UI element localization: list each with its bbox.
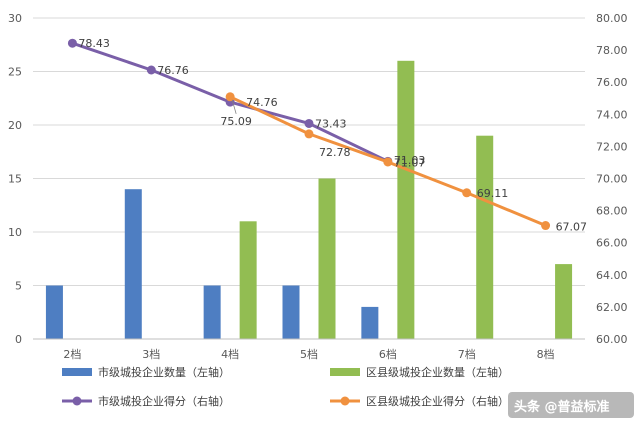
point-county-score xyxy=(462,188,472,198)
x-tick-label: 6档 xyxy=(379,347,397,361)
data-label-city-score: 74.76 xyxy=(246,96,278,109)
legend-label: 区县级城投企业得分（右轴） xyxy=(366,394,509,408)
left-tick-label: 30 xyxy=(8,12,22,25)
legend-marker xyxy=(72,396,82,406)
right-tick-label: 80.00 xyxy=(596,12,628,25)
right-tick-label: 76.00 xyxy=(596,76,628,89)
point-county-score xyxy=(383,157,393,167)
bar-city xyxy=(361,306,379,339)
x-axis: 2档 3档 4档 5档 6档 7档 8档 xyxy=(33,338,585,361)
legend-label: 市级城投企业得分（右轴） xyxy=(98,394,230,408)
bar-city xyxy=(124,189,142,339)
right-tick-label: 68.00 xyxy=(596,205,628,218)
point-county-score xyxy=(541,221,551,231)
legend-label: 区县级城投企业数量（左轴） xyxy=(366,365,509,379)
data-label-county-score: 71.03 xyxy=(394,154,426,167)
legend-swatch xyxy=(62,368,92,376)
bar-county xyxy=(318,178,336,339)
right-tick-label: 64.00 xyxy=(596,269,628,282)
point-county-score xyxy=(304,129,314,139)
data-label-county-score: 69.11 xyxy=(477,187,509,200)
left-tick-label: 0 xyxy=(15,333,22,346)
legend-label: 市级城投企业数量（左轴） xyxy=(98,365,230,379)
bar-city xyxy=(282,285,300,339)
point-city-score xyxy=(67,38,77,48)
point-city-score xyxy=(146,65,156,75)
right-tick-label: 74.00 xyxy=(596,108,628,121)
bar-city xyxy=(203,285,221,339)
x-tick-label: 4档 xyxy=(221,347,239,361)
x-tick-label: 5档 xyxy=(300,347,318,361)
data-label-city-score: 73.43 xyxy=(315,117,347,130)
bar-county xyxy=(239,221,257,339)
legend-marker xyxy=(340,396,350,406)
bar-county xyxy=(476,135,494,339)
point-county-score xyxy=(225,92,235,102)
legend-swatch xyxy=(330,368,360,376)
data-labels: 78.43 76.76 74.76 73.43 71.07 75.09 72.78 71.03… xyxy=(78,37,587,233)
left-tick-label: 25 xyxy=(8,66,22,79)
x-tick-label: 3档 xyxy=(142,347,160,361)
left-tick-label: 10 xyxy=(8,226,22,239)
legend: 市级城投企业数量（左轴） 区县级城投企业数量（左轴） 市级城投企业得分（右轴） 区县级… xyxy=(62,365,509,408)
data-label-county-score: 67.07 xyxy=(556,221,588,234)
watermark-text: 头条 @普益标准 xyxy=(514,399,610,415)
data-label-city-score: 78.43 xyxy=(78,37,110,50)
bar-county xyxy=(397,60,415,340)
watermark-background xyxy=(508,392,634,418)
point-city-score xyxy=(304,118,314,128)
left-tick-label: 15 xyxy=(8,173,22,186)
data-label-county-score: 72.78 xyxy=(319,146,351,159)
x-tick-label: 7档 xyxy=(458,347,476,361)
right-tick-label: 66.00 xyxy=(596,237,628,250)
right-tick-label: 70.00 xyxy=(596,173,628,186)
left-tick-label: 5 xyxy=(15,280,22,293)
right-tick-label: 60.00 xyxy=(596,333,628,346)
watermark: 头条 @普益标准 xyxy=(508,392,634,418)
right-tick-label: 78.00 xyxy=(596,44,628,57)
right-tick-label: 72.00 xyxy=(596,140,628,153)
data-label-city-score: 71.07 xyxy=(394,156,426,169)
x-tick-label: 8档 xyxy=(537,347,555,361)
bar-city xyxy=(45,285,63,339)
right-tick-label: 62.00 xyxy=(596,301,628,314)
x-tick-label: 2档 xyxy=(63,347,81,361)
left-axis-ticks: 0 5 10 15 20 25 30 xyxy=(8,12,22,346)
data-label-county-score: 75.09 xyxy=(220,115,252,128)
label-leader-line xyxy=(231,99,237,114)
left-tick-label: 20 xyxy=(8,119,22,132)
bar-series xyxy=(45,60,573,340)
bar-county xyxy=(555,264,573,339)
data-label-city-score: 76.76 xyxy=(157,64,189,77)
right-axis-ticks: 60.00 62.00 64.00 66.00 68.00 70.00 72.00 74.00… xyxy=(596,12,628,346)
